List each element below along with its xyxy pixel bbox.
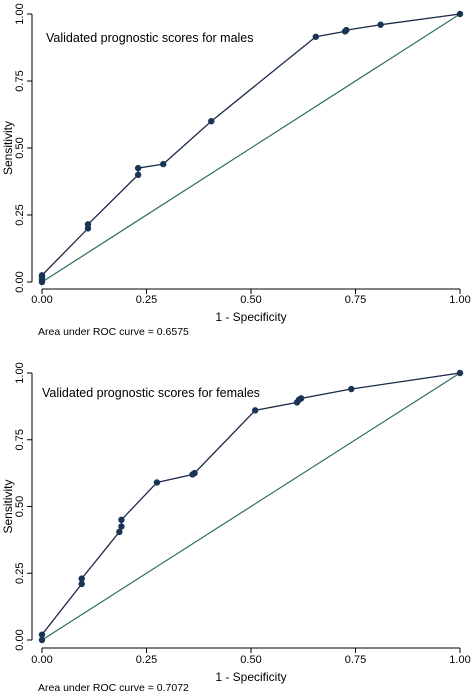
auc-note-females: Area under ROC curve = 0.7072 bbox=[38, 682, 189, 694]
x-tick-label: 0.50 bbox=[240, 654, 261, 666]
roc-point bbox=[456, 369, 464, 377]
roc-point bbox=[343, 26, 350, 34]
chart-title: Validated prognostic scores for females bbox=[42, 386, 260, 400]
x-tick-label: 1.00 bbox=[449, 654, 470, 666]
roc-point bbox=[208, 118, 215, 125]
roc-point bbox=[456, 10, 464, 18]
roc-point bbox=[160, 160, 167, 168]
y-axis-label: Sensitivity bbox=[1, 121, 15, 175]
reference-line bbox=[41, 13, 461, 283]
x-tick-label: 0.75 bbox=[345, 654, 366, 666]
roc-point bbox=[153, 479, 161, 486]
roc-point bbox=[118, 523, 125, 530]
roc-point bbox=[134, 164, 142, 172]
y-tick-label: 0.75 bbox=[14, 429, 26, 450]
x-tick-label: 0.25 bbox=[136, 294, 157, 306]
y-tick-label: 0.50 bbox=[14, 496, 26, 517]
x-tick-label: 0.00 bbox=[31, 654, 52, 666]
roc-point bbox=[38, 631, 46, 638]
y-tick-label: 0.00 bbox=[14, 271, 26, 292]
y-tick-label: 1.00 bbox=[14, 3, 26, 24]
y-tick-label: 0.75 bbox=[14, 70, 26, 91]
y-tick-label: 0.25 bbox=[14, 563, 26, 584]
roc-point bbox=[191, 469, 198, 477]
x-tick-label: 0.75 bbox=[345, 294, 366, 306]
y-tick-label: 1.00 bbox=[14, 362, 26, 383]
roc-point bbox=[118, 516, 125, 524]
roc-point bbox=[251, 407, 259, 414]
x-tick-label: 0.25 bbox=[136, 654, 157, 666]
y-tick-label: 0.50 bbox=[14, 137, 26, 158]
roc-point bbox=[78, 575, 85, 582]
roc-point bbox=[116, 528, 123, 536]
roc-chart-males: 0.00 0.25 0.50 0.75 1.00 0.00 0.25 0.50 0.75 1.00… bbox=[0, 0, 474, 345]
roc-point bbox=[38, 636, 46, 644]
x-tick-label: 0.00 bbox=[31, 294, 52, 306]
roc-point bbox=[377, 21, 384, 28]
roc-point bbox=[84, 221, 92, 228]
roc-plot-males: 0.00 0.25 0.50 0.75 1.00 0.00 0.25 0.50 0.75 1.00… bbox=[1, 3, 471, 324]
y-axis-label: Sensitivity bbox=[1, 479, 15, 533]
y-tick-label: 0.25 bbox=[14, 204, 26, 225]
roc-plot-females: 0.00 0.25 0.50 0.75 1.00 0.00 0.25 0.50 0.75 1.00… bbox=[1, 362, 471, 684]
roc-point bbox=[297, 395, 305, 402]
roc-point bbox=[312, 33, 319, 40]
x-axis-label: 1 - Specificity bbox=[215, 310, 286, 324]
x-tick-label: 0.50 bbox=[240, 294, 261, 306]
x-tick-label: 1.00 bbox=[449, 294, 470, 306]
roc-chart-females: 0.00 0.25 0.50 0.75 1.00 0.00 0.25 0.50 0.75 1.00… bbox=[0, 345, 474, 697]
chart-title: Validated prognostic scores for males bbox=[46, 31, 254, 45]
roc-point bbox=[38, 272, 46, 279]
roc-point bbox=[78, 580, 85, 588]
roc-point bbox=[134, 171, 142, 178]
reference-line bbox=[41, 372, 461, 641]
roc-point bbox=[348, 385, 355, 393]
x-axis-label: 1 - Specificity bbox=[215, 670, 286, 684]
y-tick-label: 0.00 bbox=[14, 629, 26, 650]
auc-note-males: Area under ROC curve = 0.6575 bbox=[38, 326, 189, 338]
